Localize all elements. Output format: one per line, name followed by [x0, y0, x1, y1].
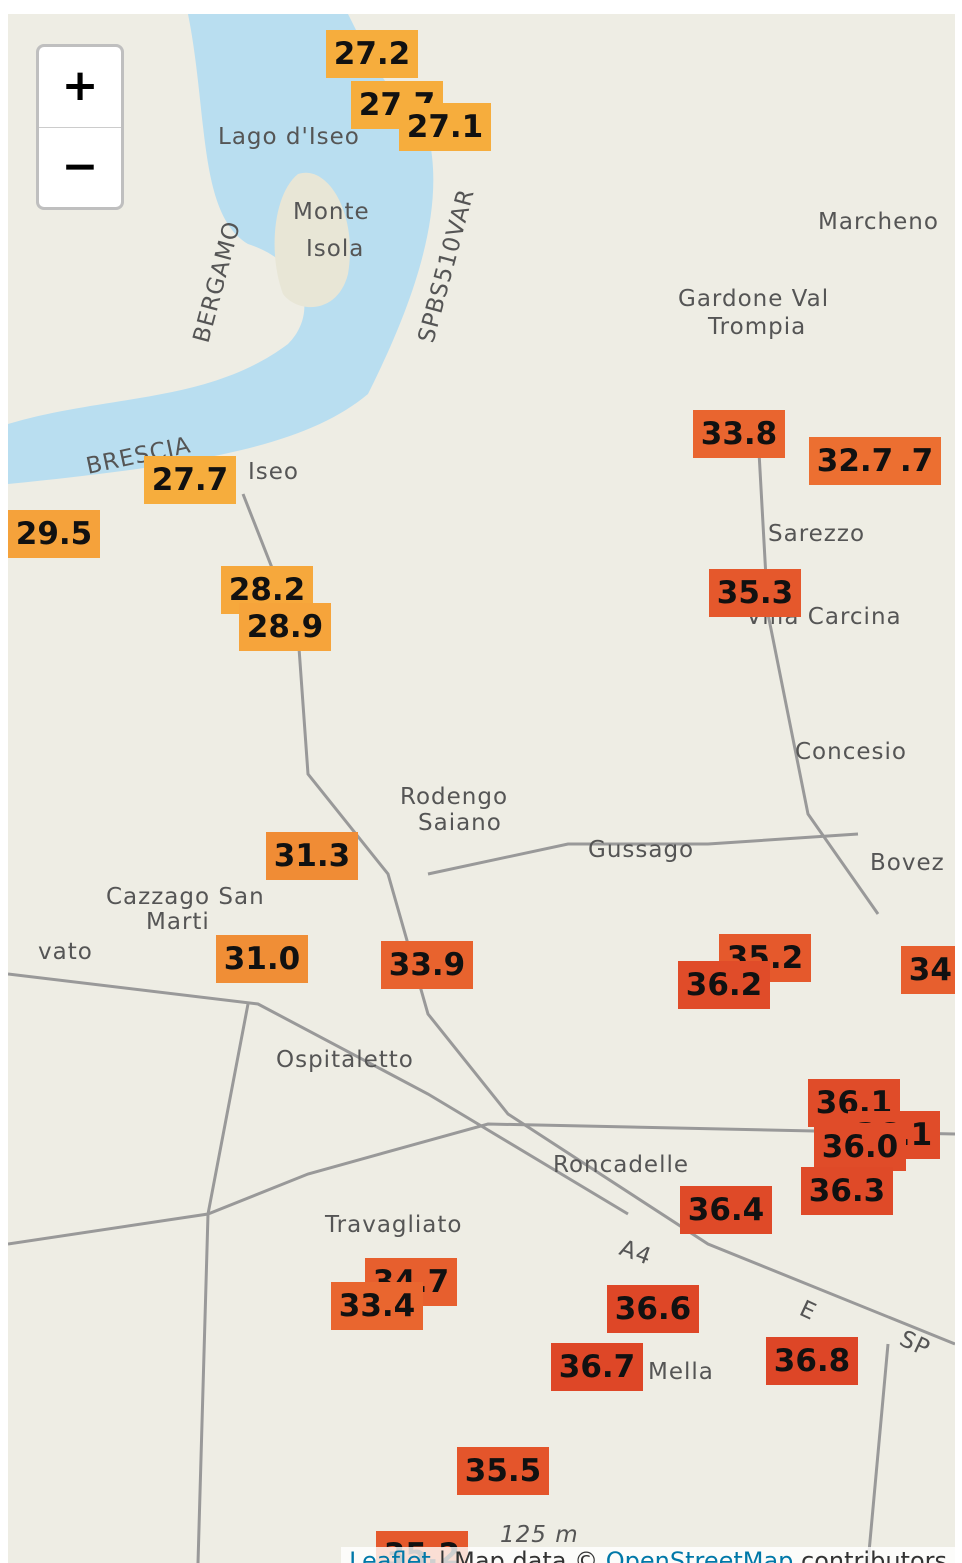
zoom-control: + − — [36, 44, 124, 210]
temperature-marker[interactable]: 33.9 — [381, 941, 473, 989]
basemap: Lago d'IseoMonteIsolaBERGAMOBRESCIASPBS5… — [8, 14, 955, 1563]
place-label: Marti — [146, 909, 210, 935]
scale-label: 125 m — [500, 1522, 579, 1548]
place-label: Mella — [648, 1359, 714, 1385]
place-label: Lago d'Iseo — [218, 124, 360, 150]
place-label: Gussago — [588, 837, 694, 863]
attribution: Leaflet | Map data © OpenStreetMap contr… — [341, 1547, 955, 1563]
temperature-marker[interactable]: 32.7 — [809, 437, 901, 485]
attribution-text: contributors — [793, 1547, 947, 1563]
temperature-marker[interactable]: 27.7 — [144, 456, 236, 504]
temperature-marker[interactable]: 33.4 — [331, 1282, 423, 1330]
zoom-in[interactable]: + — [39, 47, 121, 128]
temperature-marker[interactable]: 29.5 — [8, 510, 100, 558]
temperature-marker[interactable]: 27.2 — [326, 30, 418, 78]
place-label: Bovez — [870, 850, 945, 876]
temperature-marker[interactable]: 36.3 — [801, 1167, 893, 1215]
place-label: SP — [895, 1326, 934, 1362]
place-label: Rodengo — [400, 784, 508, 810]
temperature-marker[interactable]: 36.0 — [814, 1123, 906, 1171]
osm-link[interactable]: OpenStreetMap — [605, 1547, 794, 1563]
temperature-marker[interactable]: 27.1 — [399, 103, 491, 151]
leaflet-link[interactable]: Leaflet — [349, 1547, 431, 1563]
temperature-marker[interactable]: 35.3 — [709, 569, 801, 617]
place-label: BERGAMO — [189, 218, 246, 345]
place-label: Monte — [293, 199, 370, 225]
attribution-text: | Map data © — [430, 1547, 606, 1563]
temperature-marker[interactable]: 35.5 — [457, 1447, 549, 1495]
place-label: Iseo — [248, 459, 299, 485]
map[interactable]: Lago d'Iseo Monte Isola BERGAMO BRESCIA SPBS5… — [8, 14, 955, 1563]
place-label: Ospitaletto — [276, 1047, 414, 1073]
place-label: Cazzago San — [106, 884, 265, 910]
temperature-marker[interactable]: 36.6 — [607, 1285, 699, 1333]
temperature-marker[interactable]: 33.8 — [693, 410, 785, 458]
place-label: Concesio — [795, 739, 907, 765]
place-label: vato — [38, 939, 93, 965]
temperature-marker[interactable]: 28.9 — [239, 603, 331, 651]
place-label: E — [795, 1296, 820, 1326]
zoom-out[interactable]: − — [61, 141, 99, 192]
place-label: A4 — [616, 1235, 655, 1271]
temperature-marker[interactable]: 31.0 — [216, 935, 308, 983]
place-label: Trompia — [707, 314, 806, 340]
place-label: Travagliato — [324, 1212, 463, 1238]
temperature-marker[interactable]: 36.8 — [766, 1337, 858, 1385]
temperature-marker[interactable]: 36.2 — [678, 961, 770, 1009]
place-label: Isola — [306, 236, 364, 262]
temperature-marker[interactable]: 34.7 — [901, 946, 955, 994]
place-label: Roncadelle — [553, 1152, 689, 1178]
temperature-marker[interactable]: 36.4 — [680, 1186, 772, 1234]
place-label: Marcheno — [818, 209, 939, 235]
place-label: Saiano — [418, 810, 502, 836]
place-label: Sarezzo — [768, 521, 865, 547]
temperature-marker[interactable]: 31.3 — [266, 832, 358, 880]
temperature-marker[interactable]: 36.7 — [551, 1343, 643, 1391]
place-label: Gardone Val — [678, 286, 829, 312]
